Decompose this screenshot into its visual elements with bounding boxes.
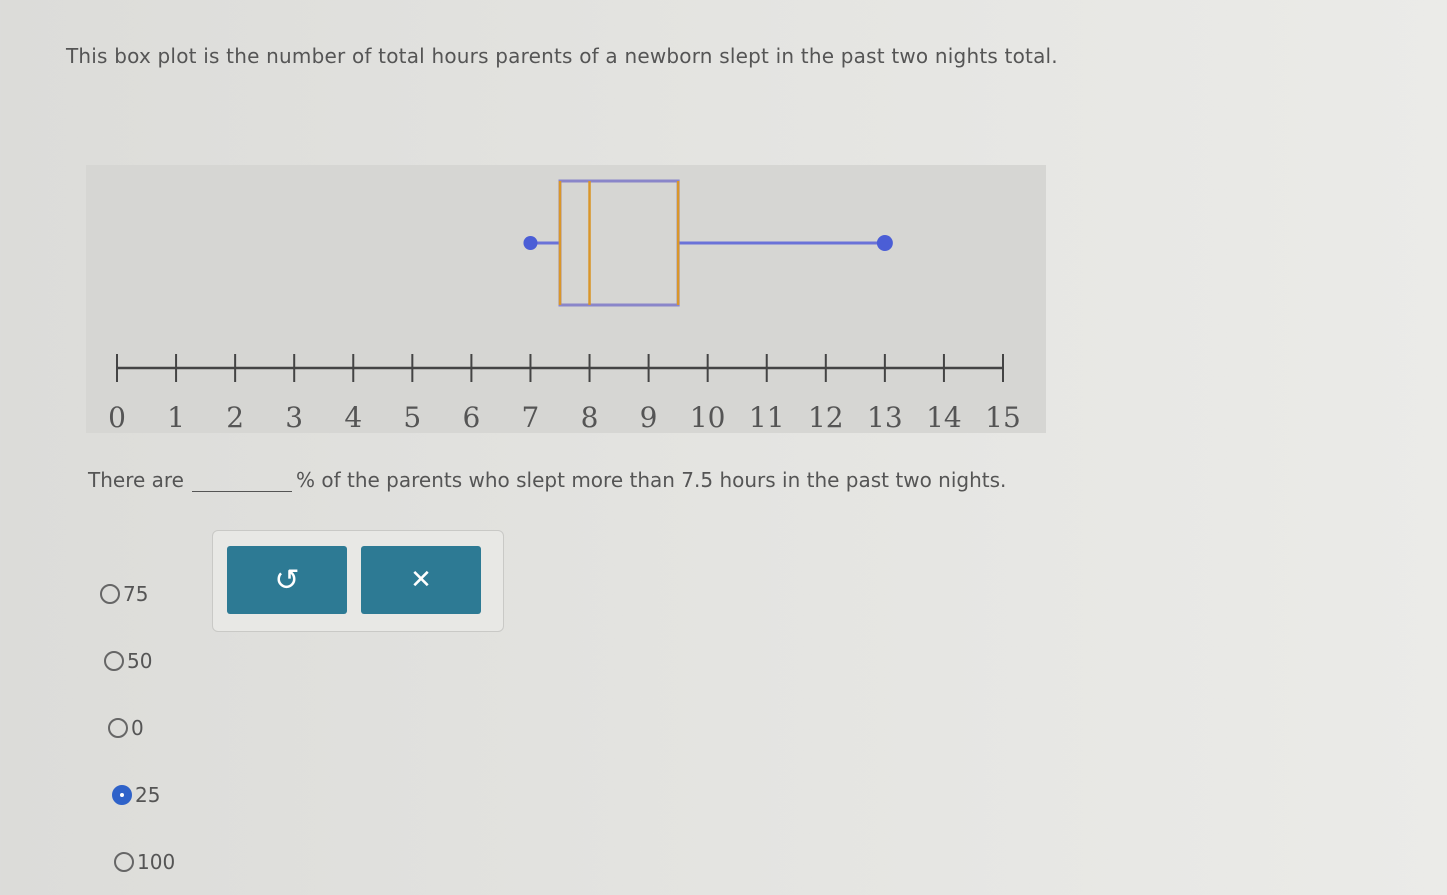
sentence-after: % of the parents who slept more than 7.5… [296,468,1007,492]
tick-label: 2 [226,401,244,433]
clear-button[interactable]: ✕ [361,546,481,614]
answer-options: 75 50 0 25 100 [100,560,175,895]
option-100[interactable]: 100 [114,828,175,895]
radio-button[interactable] [112,784,132,805]
fill-in-sentence: There are % of the parents who slept mor… [88,468,1006,492]
radio-button[interactable] [108,717,128,738]
sentence-before: There are [88,468,184,492]
tick-label: 9 [640,401,658,433]
answer-blank[interactable] [192,469,292,492]
tick-label: 0 [108,401,126,433]
question-text: This box plot is the number of total hou… [66,44,1058,68]
box-plot-chart: 0 1 2 3 4 5 6 7 8 9 10 11 12 13 14 15 [86,165,1046,433]
option-label: 75 [123,581,149,606]
tick-label: 15 [985,401,1021,433]
box-plot-svg: 0 1 2 3 4 5 6 7 8 9 10 11 12 13 14 15 [108,179,1021,433]
tick-label: 13 [867,401,903,433]
radio-button[interactable] [100,583,120,604]
option-label: 25 [135,782,161,807]
close-icon: ✕ [410,565,432,595]
option-25[interactable]: 25 [112,761,175,828]
tick-label: 14 [926,401,962,433]
option-label: 100 [137,849,176,874]
tick-label: 11 [749,401,785,433]
option-label: 50 [127,648,153,673]
radio-button[interactable] [114,851,134,872]
tick-label: 5 [403,401,421,433]
tick-label: 10 [690,401,726,433]
answer-toolbar: ↺ ✕ [212,530,504,632]
option-50[interactable]: 50 [104,627,175,694]
option-0[interactable]: 0 [108,694,175,761]
tick-label: 7 [522,401,540,433]
tick-label: 12 [808,401,844,433]
tick-label: 8 [581,401,599,433]
radio-button[interactable] [104,650,124,671]
tick-label: 3 [285,401,303,433]
tick-label: 1 [167,401,185,433]
undo-button[interactable]: ↺ [227,546,347,614]
tick-label: 6 [462,401,480,433]
tick-label: 4 [344,401,362,433]
max-point [876,235,893,251]
min-point [523,236,538,250]
undo-icon: ↺ [274,562,300,598]
option-75[interactable]: 75 [100,560,175,627]
option-label: 0 [131,715,144,740]
box-outline [558,179,680,307]
